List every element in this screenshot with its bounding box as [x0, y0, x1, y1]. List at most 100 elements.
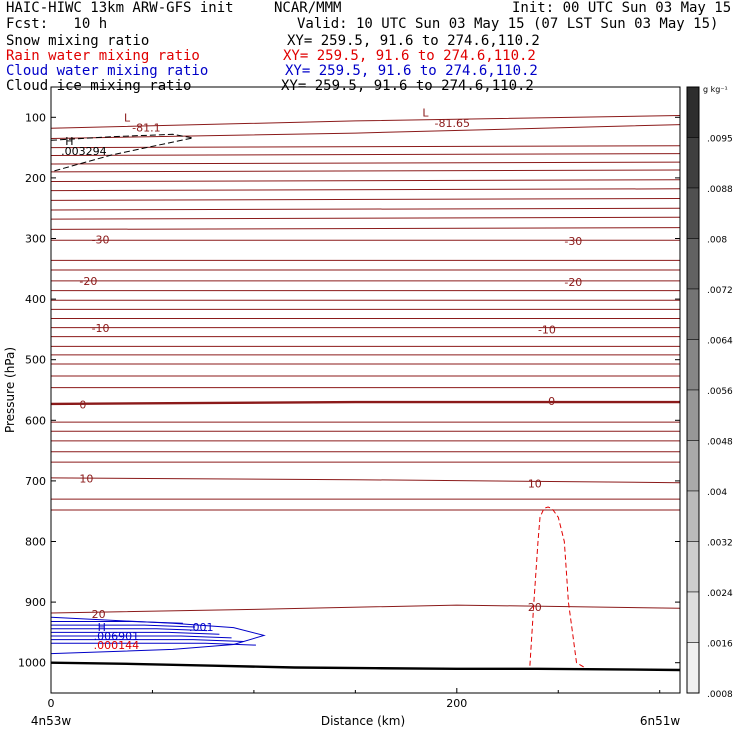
colorbar-swatch [686, 137, 700, 189]
temperature-contour [51, 161, 680, 165]
temperature-contour [51, 207, 680, 211]
terrain-line [51, 661, 680, 672]
cloud-water-contour [51, 635, 232, 639]
contour-label: H [98, 621, 106, 634]
colorbar-label: .0024 [707, 589, 733, 599]
y-axis-label: Pressure (hPa) [3, 347, 17, 433]
field-xy-rain: XY= 259.5, 91.6 to 274.6,110.2 [283, 48, 536, 64]
cloud-water-contour [51, 628, 208, 632]
colorbar-swatch [686, 591, 700, 643]
chart-source: NCAR/MMM [274, 0, 342, 16]
contour-label: L [422, 106, 429, 119]
cloud-water-outline [51, 616, 266, 655]
contour-label: -10 [92, 322, 110, 335]
colorbar-swatch [686, 389, 700, 441]
field-name-snow: Snow mixing ratio [6, 33, 150, 49]
y-tick-label: 1000 [18, 657, 46, 670]
y-tick-label: 700 [25, 475, 46, 488]
temperature-contour-labeled [51, 115, 680, 129]
colorbar-frame [686, 86, 700, 694]
contour-label: 20 [528, 601, 542, 614]
cloud-water-contour [51, 624, 196, 628]
x-tick-label: 200 [446, 697, 467, 710]
colorbar-swatch [686, 541, 700, 593]
contour-label: 10 [79, 472, 93, 485]
init-time: Init: 00 UTC Sun 03 May 15 [512, 0, 732, 16]
rain-water-contour [529, 506, 587, 670]
cloud-water-contour [51, 631, 220, 635]
plot-interior [51, 115, 680, 672]
cloud-water-contour [51, 639, 244, 642]
plot-frame [50, 86, 681, 694]
field-name-cloud-water: Cloud water mixing ratio [6, 63, 209, 79]
temperature-contour [51, 145, 680, 149]
y-tick-label: 100 [25, 111, 46, 124]
temperature-contour [51, 227, 680, 230]
x-tick-label: 0 [48, 697, 55, 710]
contour-label: H [65, 135, 73, 148]
cloud-ice-contour [51, 133, 194, 173]
contour-label: 20 [92, 608, 106, 621]
temperature-contour [51, 169, 680, 173]
colorbar-label: .0032 [707, 539, 733, 549]
temperature-contour-labeled [51, 477, 680, 484]
y-tick-label: 900 [25, 596, 46, 609]
forecast-hour: Fcst: 10 h [6, 16, 108, 32]
y-tick-label: 400 [25, 293, 46, 306]
temperature-contour-labeled [51, 400, 680, 406]
x-end-location: 6n51w [640, 714, 681, 728]
y-tick-label: 200 [25, 172, 46, 185]
colorbar-label: .0048 [707, 438, 733, 448]
colorbar-swatch [686, 440, 700, 492]
colorbar-swatch [686, 86, 700, 138]
contour-label: 0 [79, 399, 86, 412]
colorbar-unit: g kg⁻¹ [703, 85, 728, 94]
contour-label: -81.65 [434, 117, 469, 130]
contour-label: -10 [538, 323, 556, 336]
contour-label: 0 [548, 395, 555, 408]
chart-title: HAIC-HIWC 13km ARW-GFS init [6, 0, 234, 16]
colorbar-swatch [686, 339, 700, 391]
temperature-contour [51, 153, 680, 156]
colorbar-swatch [686, 642, 700, 694]
colorbar-label: .0016 [707, 640, 733, 650]
y-tick-label: 300 [25, 233, 46, 246]
x-start-location: 4n53w [31, 714, 72, 728]
contour-label: 10 [528, 477, 542, 490]
colorbar-label: .004 [707, 488, 727, 498]
contour-label: .001 [189, 621, 214, 634]
colorbar-swatch [686, 238, 700, 290]
temperature-contour [51, 198, 680, 201]
x-axis-label: Distance (km) [321, 714, 405, 728]
colorbar-swatch [686, 288, 700, 340]
contour-label: .000144 [94, 639, 140, 652]
contour-label: -81.1 [132, 122, 160, 135]
y-tick-label: 800 [25, 536, 46, 549]
colorbar-label: .008 [707, 236, 727, 246]
temperature-contour [51, 188, 680, 192]
colorbar-label: .0072 [707, 286, 733, 296]
contour-label: -20 [79, 275, 97, 288]
cloud-water-contour [51, 642, 256, 646]
contour-label: .006901 [94, 630, 140, 643]
colorbar-label: .0064 [707, 337, 733, 347]
contour-label: .003294 [61, 145, 106, 158]
field-xy-snow: XY= 259.5, 91.6 to 274.6,110.2 [287, 33, 540, 49]
colorbar-label: .0008 [707, 690, 733, 700]
colorbar-label: .0056 [707, 387, 733, 397]
contour-label: -20 [564, 276, 582, 289]
temperature-contour [51, 179, 680, 183]
colorbar-swatch [686, 187, 700, 239]
field-name-cloud-ice: Cloud ice mixing ratio [6, 78, 192, 94]
colorbar-label: .0088 [707, 185, 733, 195]
temperature-contour-labeled [51, 604, 680, 614]
temperature-contour-labeled [51, 124, 680, 139]
field-xy-cloud-ice: XY= 259.5, 91.6 to 274.6,110.2 [281, 78, 534, 94]
field-name-rain: Rain water mixing ratio [6, 48, 200, 64]
contour-label: -30 [92, 234, 110, 247]
colorbar-swatch [686, 490, 700, 542]
y-tick-label: 500 [25, 354, 46, 367]
colorbar-label: .0095 [707, 135, 733, 145]
valid-time: Valid: 10 UTC Sun 03 May 15 (07 LST Sun … [297, 16, 719, 32]
